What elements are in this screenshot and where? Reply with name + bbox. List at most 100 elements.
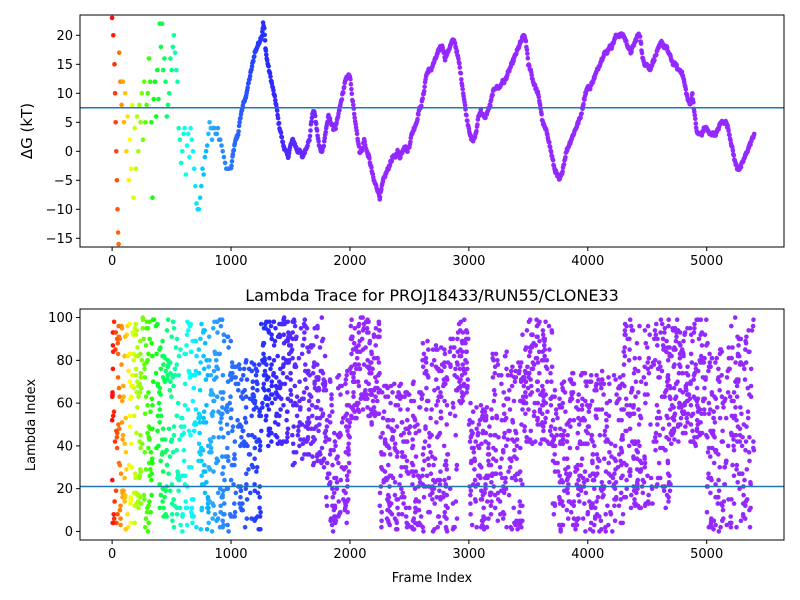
lambda-point [226,345,231,350]
lambda-point [718,524,723,530]
lambda-point [323,439,328,444]
lambda-point [385,424,391,429]
dg-point [305,143,310,148]
lambda-point [493,351,499,357]
lambda-point [665,375,670,380]
dg-point [561,162,567,167]
lambda-point [265,403,270,408]
lambda-point [716,375,721,380]
lambda-point [493,458,499,464]
lambda-point [412,424,418,429]
lambda-point [700,398,706,404]
lambda-point [135,345,140,350]
lambda-point [746,328,751,333]
lambda-point [190,373,195,378]
lambda-point [612,503,617,509]
lambda-point [706,368,711,374]
lambda-point [606,375,611,380]
lambda-point [709,355,715,361]
dg-point [114,178,120,183]
lambda-point [329,392,334,397]
lambda-point [458,353,464,359]
lambda-point [181,430,187,436]
lambda-point [161,353,167,359]
lambda-point [747,458,752,464]
lambda-point [143,343,149,348]
lambda-point [314,415,320,421]
lambda-point [160,375,166,380]
lambda-point [127,424,133,429]
lambda-point [472,456,477,462]
lambda-point [141,336,146,342]
lambda-point [669,441,674,447]
lambda-point [460,394,465,400]
lambda-point [597,432,603,438]
lambda-point [520,407,525,412]
lambda-point [349,334,355,340]
lambda-point [145,403,150,408]
dg-point [271,88,276,93]
lambda-point [411,398,417,404]
lambda-point [113,488,119,494]
lambda-point [537,370,542,376]
lambda-point [520,482,525,487]
lambda-point [576,492,581,498]
dg-point [415,116,420,122]
lambda-point [114,435,120,440]
lambda-point [365,405,370,410]
lambda-point [470,420,475,425]
lambda-point [492,392,498,397]
lambda-point [552,388,558,393]
dg-point [176,125,181,131]
lambda-point [521,383,527,389]
lambda-point [698,317,704,323]
lambda-point [465,377,471,382]
lambda-point [418,514,424,519]
lambda-point [481,514,486,519]
dg-point [490,92,495,98]
lambda-point [311,364,317,370]
lambda-point [705,340,710,346]
lambda-point [596,407,602,412]
lambda-point [331,490,337,496]
lambda-point [682,403,687,408]
lambda-point [731,501,737,506]
lambda-point [543,415,548,421]
lambda-point [150,403,155,408]
lambda-point [343,490,348,496]
lambda-point [654,403,660,408]
lambda-point [278,407,283,412]
lambda-point [254,469,259,474]
lambda-point [717,347,723,352]
dg-point [171,33,177,38]
lambda-point [334,480,340,485]
dg-point [693,121,699,126]
x-tick-label: 3000 [452,547,485,562]
lambda-point [427,492,433,498]
dg-point [333,126,339,132]
lambda-point [243,394,249,400]
lambda-point [475,482,481,487]
lambda-point [570,390,576,395]
lambda-point [211,503,216,509]
lambda-point [129,465,135,470]
lambda-point [627,317,633,323]
dg-point [321,143,327,149]
y-tick-label: 60 [56,397,73,412]
lambda-point [676,405,682,410]
lambda-point [410,482,415,487]
dg-point [313,121,319,127]
lambda-point [692,370,697,376]
lambda-point [669,428,675,434]
lambda-point [157,385,163,391]
lambda-point [145,505,150,511]
lambda-point [624,403,629,408]
dg-point [275,115,281,121]
lambda-point [679,409,685,415]
lambda-point [624,477,629,483]
dg-point [350,99,356,104]
lambda-point [261,373,267,378]
lambda-point [260,400,265,406]
lambda-point [128,499,133,504]
